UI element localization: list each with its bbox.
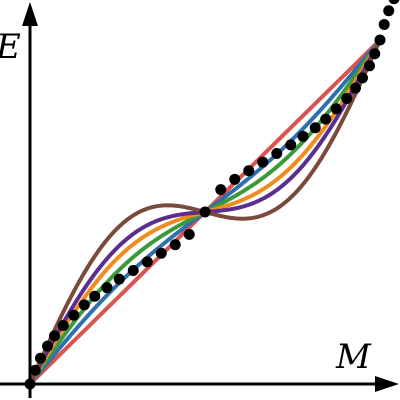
- dot-point-10: [101, 282, 113, 294]
- dot-point-33: [374, 34, 386, 46]
- dot-point-12: [127, 264, 139, 276]
- dot-point-22: [271, 148, 283, 160]
- dot-point-5: [49, 330, 60, 342]
- dot-point-6: [57, 320, 69, 332]
- dot-point-35: [383, 5, 395, 17]
- dot-point-31: [364, 60, 375, 72]
- dot-point-19: [229, 173, 241, 185]
- dot-point-21: [257, 156, 269, 168]
- x-axis-label: M: [335, 337, 372, 377]
- dot-point-25: [309, 122, 321, 134]
- dot-point-26: [320, 113, 332, 125]
- dot-point-29: [350, 82, 361, 94]
- dot-point-14: [155, 247, 167, 259]
- dot-point-34: [378, 19, 390, 31]
- dot-point-9: [89, 290, 101, 302]
- dot-point-24: [297, 130, 309, 142]
- dot-point-7: [68, 309, 80, 321]
- dot-point-15: [169, 239, 181, 251]
- dot-point-11: [113, 273, 125, 285]
- y-axis-arrow-icon: [22, 2, 38, 26]
- dot-point-18: [215, 184, 227, 196]
- y-axis-label: E: [0, 27, 21, 67]
- dot-point-13: [141, 256, 153, 268]
- dot-point-32: [369, 48, 381, 60]
- dot-point-16: [183, 228, 195, 240]
- dotted-series: [24, 0, 400, 390]
- x-axis-arrow-icon: [375, 376, 399, 392]
- dot-point-28: [341, 92, 353, 104]
- dot-point-8: [78, 299, 90, 311]
- dot-point-4: [42, 340, 53, 352]
- dot-point-23: [285, 139, 297, 151]
- dot-point-36: [388, 0, 400, 5]
- dot-point-30: [357, 72, 368, 84]
- dot-point-3: [35, 352, 46, 364]
- dot-point-27: [330, 103, 342, 115]
- dot-point-2: [29, 364, 41, 376]
- dot-point-20: [243, 165, 255, 177]
- dot-point-17: [199, 206, 211, 218]
